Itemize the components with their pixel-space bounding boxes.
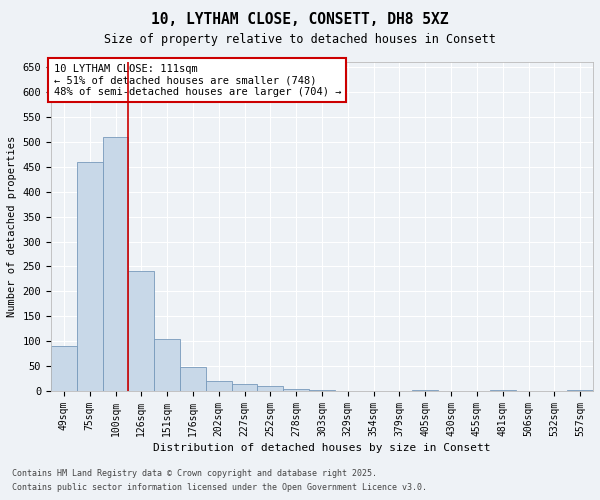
Bar <box>206 381 232 391</box>
Bar <box>232 384 257 391</box>
Bar <box>128 272 154 391</box>
X-axis label: Distribution of detached houses by size in Consett: Distribution of detached houses by size … <box>153 443 491 453</box>
Text: 10, LYTHAM CLOSE, CONSETT, DH8 5XZ: 10, LYTHAM CLOSE, CONSETT, DH8 5XZ <box>151 12 449 28</box>
Bar <box>180 367 206 391</box>
Text: 10 LYTHAM CLOSE: 111sqm
← 51% of detached houses are smaller (748)
48% of semi-d: 10 LYTHAM CLOSE: 111sqm ← 51% of detache… <box>53 64 341 97</box>
Bar <box>490 390 515 391</box>
Text: Contains public sector information licensed under the Open Government Licence v3: Contains public sector information licen… <box>12 484 427 492</box>
Bar <box>412 390 438 391</box>
Text: Size of property relative to detached houses in Consett: Size of property relative to detached ho… <box>104 32 496 46</box>
Bar <box>567 390 593 391</box>
Bar <box>77 162 103 391</box>
Bar <box>309 390 335 391</box>
Bar <box>283 389 309 391</box>
Y-axis label: Number of detached properties: Number of detached properties <box>7 136 17 317</box>
Bar <box>103 137 128 391</box>
Bar <box>154 339 180 391</box>
Text: Contains HM Land Registry data © Crown copyright and database right 2025.: Contains HM Land Registry data © Crown c… <box>12 468 377 477</box>
Bar <box>257 386 283 391</box>
Bar <box>51 346 77 391</box>
